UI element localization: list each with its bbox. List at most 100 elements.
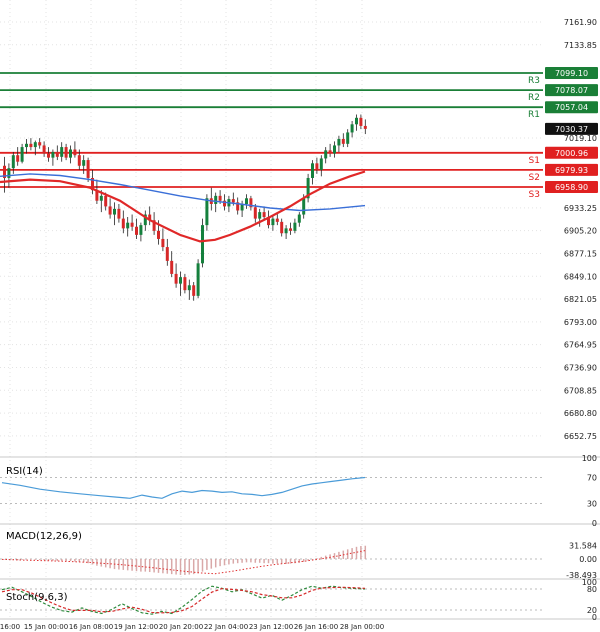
stoch-label: Stoch(9,6,3) [6, 592, 68, 603]
resistance-price-box [545, 101, 598, 114]
candle-body [333, 145, 336, 154]
candle-body [73, 149, 77, 156]
candle-body [328, 150, 332, 154]
support-price-label: 7000.96 [555, 149, 588, 158]
candle-body [196, 263, 200, 296]
candle-body [38, 142, 42, 146]
x-axis-label: 15 Jan 00:00 [24, 623, 68, 631]
candle-body [139, 225, 143, 235]
candle-body [161, 238, 165, 248]
support-price-box [545, 146, 598, 159]
candle-body [192, 285, 196, 296]
candle-body [152, 220, 156, 231]
candle-body [165, 247, 169, 261]
x-axis-label: 20 Jan 20:00 [159, 623, 203, 631]
candle-body [143, 214, 147, 226]
y-axis-tick: 6849.10 [564, 272, 597, 281]
x-axis-label: 16 Jan 08:00 [69, 623, 113, 631]
y-axis-tick: 6905.20 [564, 227, 597, 236]
candle-body [245, 198, 248, 204]
stoch-d-line [1, 586, 366, 614]
candle-body [170, 260, 174, 274]
resistance-tag: R2 [528, 93, 540, 103]
rsi-axis-tick: 70 [587, 474, 597, 483]
candle-body [350, 124, 354, 133]
y-axis-tick: 7133.85 [564, 41, 597, 50]
candle-body [29, 143, 33, 148]
candle-body [86, 160, 90, 178]
candle-body [271, 218, 275, 226]
candle-body [25, 143, 28, 148]
support-tag: S2 [529, 173, 540, 183]
candle-body [218, 195, 222, 201]
support-tag: S1 [529, 156, 540, 166]
candle-body [297, 214, 301, 223]
candle-body [258, 212, 262, 219]
stoch-axis-tick: 80 [587, 585, 597, 594]
y-axis-tick: 6793.00 [564, 318, 597, 327]
candle-body [253, 207, 257, 219]
candle-body [346, 132, 350, 144]
rsi-line [1, 476, 366, 499]
resistance-tag: R3 [528, 76, 540, 86]
candle-body [99, 195, 103, 201]
x-axis-label: 23 Jan 12:00 [249, 623, 293, 631]
candle-body [315, 163, 319, 170]
candle-body [355, 117, 358, 125]
support-price-box [545, 180, 598, 193]
support-price-box [545, 163, 598, 176]
candle-body [42, 145, 46, 154]
candle-body [64, 147, 68, 158]
candle-body [293, 222, 297, 231]
candle-body [359, 117, 363, 126]
candle-body [33, 142, 37, 148]
macd-axis-tick: 0.00 [579, 555, 597, 564]
candle-body [201, 225, 204, 264]
resistance-price-label: 7057.04 [555, 103, 588, 112]
rsi-label: RSI(14) [6, 466, 43, 477]
candle-body [55, 151, 59, 157]
stoch-axis-tick: 20 [587, 606, 597, 615]
y-axis-tick: 6680.80 [564, 409, 597, 418]
candle-body [363, 125, 367, 129]
candle-body [205, 198, 209, 226]
candle-body [113, 208, 116, 215]
candle-body [324, 150, 328, 159]
rsi-axis-tick: 0 [592, 519, 597, 528]
candle-body [280, 221, 284, 234]
resistance-price-box [545, 67, 598, 80]
ma-slow-red [0, 170, 366, 243]
support-price-label: 6958.90 [555, 183, 588, 192]
candle-body [179, 277, 182, 284]
candle-body [231, 199, 235, 203]
y-axis-tick: 6736.90 [564, 363, 597, 372]
candle-body [3, 165, 6, 178]
candle-body [240, 203, 244, 211]
candle-body [187, 285, 191, 291]
candle-body [117, 208, 121, 219]
candle-body [249, 198, 253, 208]
candle-body [262, 212, 266, 217]
candle-body [91, 177, 94, 191]
candle-body [20, 147, 24, 162]
rsi-axis-tick: 100 [582, 454, 597, 463]
resistance-price-box [545, 84, 598, 97]
support-price-label: 6979.93 [555, 166, 588, 175]
resistance-tag: R1 [528, 110, 540, 120]
macd-axis-tick: -38.493 [566, 571, 597, 580]
candle-body [148, 214, 152, 221]
x-axis-label: 28 Jan 00:00 [340, 623, 384, 631]
candle-body [174, 273, 178, 284]
stoch-k-line [1, 585, 366, 615]
candle-body [77, 155, 81, 166]
stoch-axis-tick: 0 [592, 613, 597, 622]
y-axis-tick: 6652.75 [564, 432, 597, 441]
candle-body [95, 190, 99, 201]
candle-body [82, 160, 86, 166]
candle-body [104, 195, 108, 207]
candle-body [214, 195, 218, 204]
candle-body [130, 222, 134, 227]
y-axis-tick: 6764.95 [564, 341, 597, 350]
x-axis-label: 26 Jan 16:00 [294, 623, 338, 631]
